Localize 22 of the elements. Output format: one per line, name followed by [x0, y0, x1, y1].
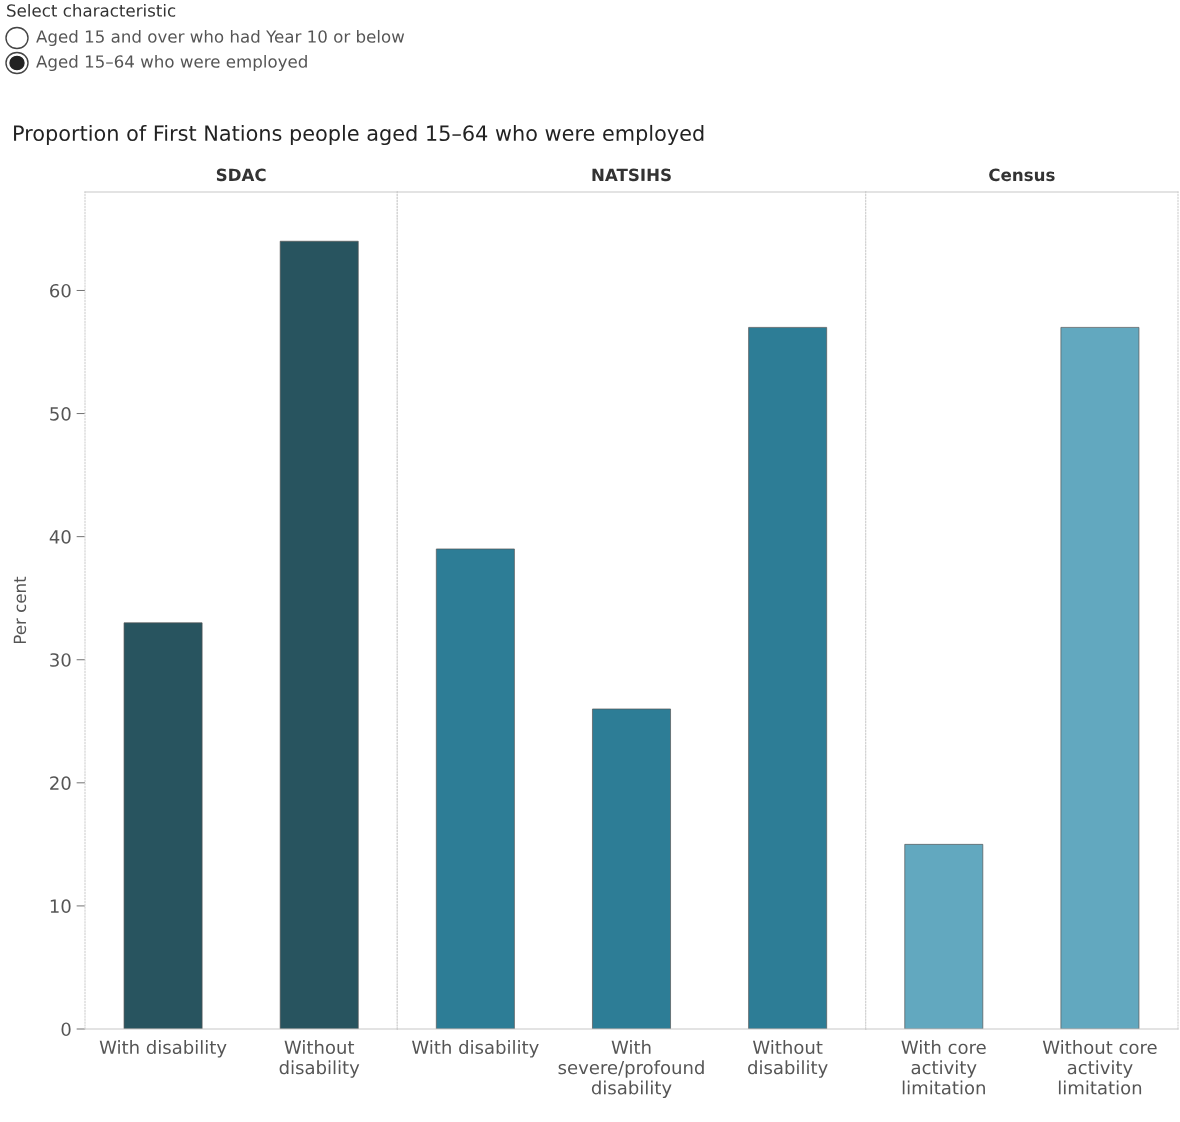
y-tick-label: 0 [61, 1022, 71, 1037]
y-tick-label: 40 [49, 530, 71, 544]
text: Aged 15 and over who had Year 10 or below [36, 29, 405, 47]
x-tick-label: Without disability [279, 1040, 360, 1078]
chart-title: SDAC [216, 168, 266, 182]
x-tick-label: With core activity limitation [901, 1040, 986, 1095]
x-tick-label: With severe/profound disability [558, 1040, 704, 1099]
y-tick-label: 50 [50, 407, 71, 421]
chart-title: NATSIHS [592, 168, 671, 182]
y-tick-label: 20 [50, 776, 71, 790]
text: Aged 15–64 who were employed [36, 54, 307, 72]
x-tick-label: Without core activity limitation [1042, 1040, 1157, 1095]
chart-title: Census [989, 168, 1055, 182]
y-tick-label: 30 [50, 653, 71, 667]
text: Proportion of First Nations people aged 15–64 who were employed [14, 124, 704, 146]
x-tick-label: With disability [99, 1040, 227, 1058]
y-tick-label: 60 [50, 283, 71, 298]
y-axis-title: Per cent [13, 576, 27, 644]
y-tick-label: 10 [50, 899, 71, 914]
x-tick-label: Without disability [748, 1040, 828, 1078]
x-tick-label: With disability [411, 1040, 539, 1058]
text: Select characteristic [7, 3, 176, 17]
